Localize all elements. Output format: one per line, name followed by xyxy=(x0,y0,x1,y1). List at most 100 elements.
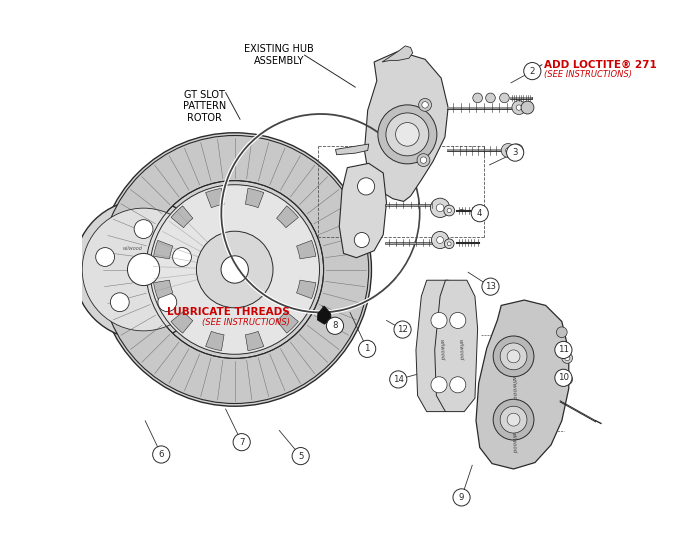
Polygon shape xyxy=(435,280,477,412)
Circle shape xyxy=(453,489,470,506)
Polygon shape xyxy=(382,46,413,62)
Polygon shape xyxy=(276,206,298,227)
Text: GT SLOT
PATTERN
ROTOR: GT SLOT PATTERN ROTOR xyxy=(183,90,226,123)
Polygon shape xyxy=(317,306,331,324)
Circle shape xyxy=(524,63,541,80)
Polygon shape xyxy=(276,312,298,333)
Circle shape xyxy=(500,343,527,370)
Polygon shape xyxy=(153,240,173,259)
Circle shape xyxy=(386,113,429,156)
Circle shape xyxy=(358,178,374,195)
Circle shape xyxy=(431,313,447,328)
Circle shape xyxy=(500,93,510,103)
Circle shape xyxy=(431,377,447,393)
Circle shape xyxy=(197,231,273,308)
Circle shape xyxy=(510,144,523,157)
Polygon shape xyxy=(153,280,173,299)
Circle shape xyxy=(516,105,522,110)
Circle shape xyxy=(555,341,572,358)
Polygon shape xyxy=(171,206,193,227)
Circle shape xyxy=(233,433,251,451)
Circle shape xyxy=(482,278,499,295)
Text: 2: 2 xyxy=(530,67,535,75)
Circle shape xyxy=(419,99,431,112)
Text: 8: 8 xyxy=(332,321,337,330)
Circle shape xyxy=(82,208,205,331)
Circle shape xyxy=(422,102,428,108)
Circle shape xyxy=(420,157,427,163)
Polygon shape xyxy=(335,144,369,155)
Polygon shape xyxy=(171,312,193,333)
Circle shape xyxy=(378,105,437,164)
Circle shape xyxy=(556,327,567,337)
Circle shape xyxy=(221,256,248,283)
Text: 3: 3 xyxy=(512,148,518,157)
Circle shape xyxy=(564,377,570,382)
Circle shape xyxy=(512,101,526,114)
Circle shape xyxy=(111,293,130,312)
Polygon shape xyxy=(206,331,224,351)
Circle shape xyxy=(500,406,527,433)
Text: wilwood: wilwood xyxy=(123,246,143,251)
Circle shape xyxy=(134,220,153,238)
Circle shape xyxy=(494,336,534,377)
Circle shape xyxy=(555,369,572,386)
Polygon shape xyxy=(365,51,448,202)
Circle shape xyxy=(430,198,449,217)
Circle shape xyxy=(507,413,520,426)
Text: wilwood: wilwood xyxy=(457,339,463,361)
Circle shape xyxy=(153,446,170,463)
Text: 13: 13 xyxy=(485,282,496,291)
Circle shape xyxy=(505,148,511,153)
Circle shape xyxy=(326,317,344,334)
Circle shape xyxy=(394,321,411,338)
Circle shape xyxy=(173,247,191,266)
Polygon shape xyxy=(476,300,569,469)
Circle shape xyxy=(562,353,573,363)
Circle shape xyxy=(494,399,534,440)
Circle shape xyxy=(562,374,573,385)
Circle shape xyxy=(390,371,407,388)
Circle shape xyxy=(158,293,176,312)
Polygon shape xyxy=(416,280,459,412)
Circle shape xyxy=(431,231,449,248)
Text: EXISTING HUB
ASSEMBLY: EXISTING HUB ASSEMBLY xyxy=(244,44,314,66)
Circle shape xyxy=(292,447,309,465)
Text: (SEE INSTRUCTIONS): (SEE INSTRUCTIONS) xyxy=(544,70,632,79)
Text: wilwood: wilwood xyxy=(438,339,444,361)
Text: 12: 12 xyxy=(397,325,408,334)
Circle shape xyxy=(449,313,466,328)
Circle shape xyxy=(507,144,524,161)
Circle shape xyxy=(507,350,520,363)
Circle shape xyxy=(96,247,115,266)
Circle shape xyxy=(98,133,372,406)
Circle shape xyxy=(354,232,370,247)
Circle shape xyxy=(521,101,534,114)
Text: 14: 14 xyxy=(393,375,404,384)
Circle shape xyxy=(395,122,419,146)
Text: wilwood: wilwood xyxy=(510,375,517,400)
Circle shape xyxy=(501,143,515,157)
Text: wilwood: wilwood xyxy=(511,431,517,453)
Circle shape xyxy=(449,377,466,393)
Text: 11: 11 xyxy=(558,345,569,355)
Circle shape xyxy=(437,237,444,244)
Text: 9: 9 xyxy=(458,493,464,502)
Polygon shape xyxy=(206,188,224,208)
Circle shape xyxy=(436,204,444,212)
Circle shape xyxy=(486,93,496,103)
Text: 1: 1 xyxy=(365,344,370,354)
Text: 4: 4 xyxy=(477,209,482,218)
Circle shape xyxy=(444,239,454,248)
Text: 5: 5 xyxy=(298,452,303,461)
Text: LUBRICATE THREADS: LUBRICATE THREADS xyxy=(167,307,290,317)
Text: 7: 7 xyxy=(239,438,244,447)
Circle shape xyxy=(564,355,570,361)
Circle shape xyxy=(447,209,452,213)
Polygon shape xyxy=(297,240,316,259)
Circle shape xyxy=(473,93,482,103)
Circle shape xyxy=(127,253,160,286)
Circle shape xyxy=(444,205,454,216)
Text: (SEE INSTRUCTIONS): (SEE INSTRUCTIONS) xyxy=(202,318,290,327)
Circle shape xyxy=(358,340,376,357)
